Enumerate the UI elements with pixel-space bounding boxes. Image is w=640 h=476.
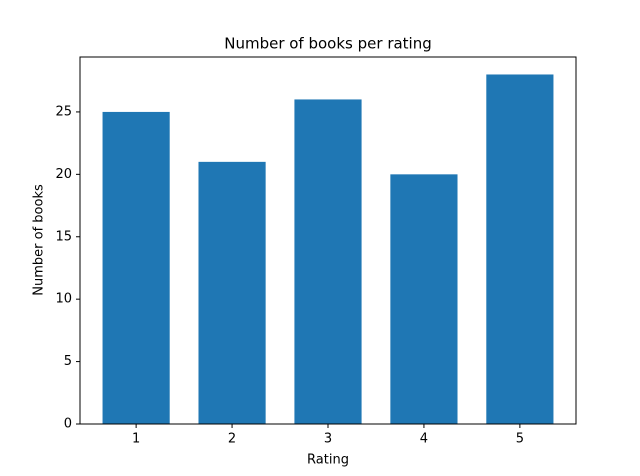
bar [102, 111, 170, 424]
y-axis-label: Number of books [32, 184, 47, 296]
bar [390, 174, 458, 424]
y-tick-label: 15 [55, 229, 72, 244]
x-tick-label: 3 [324, 432, 332, 447]
x-tick-label: 2 [228, 432, 236, 447]
y-tick-label: 25 [55, 104, 72, 119]
plot-frame [79, 56, 577, 425]
bar [198, 161, 266, 424]
bar [486, 74, 554, 424]
x-tick-label: 4 [420, 432, 428, 447]
x-tick-label: 5 [516, 432, 524, 447]
y-tick-label: 20 [55, 167, 72, 182]
y-tick-label: 0 [64, 417, 72, 432]
chart-title: Number of books per rating [224, 35, 432, 53]
bar [294, 99, 362, 425]
x-axis-label: Rating [307, 453, 349, 468]
x-tick-label: 1 [132, 432, 140, 447]
y-tick-label: 5 [64, 354, 72, 369]
y-tick-label: 10 [55, 292, 72, 307]
